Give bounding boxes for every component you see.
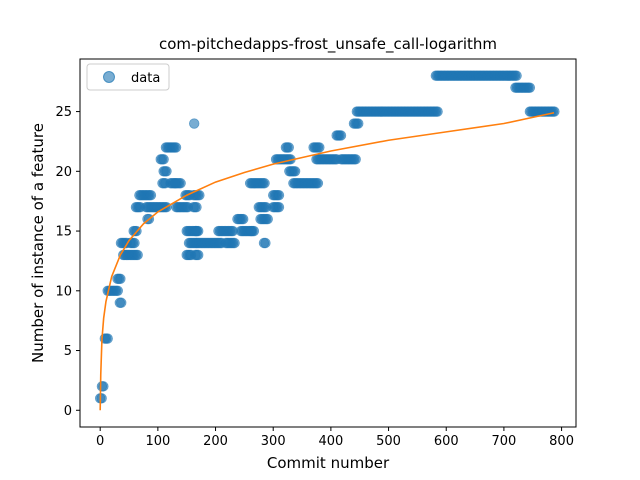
data-point <box>259 178 270 189</box>
x-tick-label: 200 <box>203 434 228 449</box>
legend-label-data: data <box>131 71 160 86</box>
data-point <box>432 106 443 117</box>
data-point <box>191 201 202 213</box>
x-axis-ticks: 0 100 200 300 400 500 600 700 800 <box>96 427 574 449</box>
data-point <box>161 166 172 177</box>
data-point <box>273 190 285 201</box>
data-point <box>194 190 205 201</box>
x-tick-label: 700 <box>491 434 516 449</box>
legend-marker-data <box>103 71 115 83</box>
y-axis-label: Number of instance of a feature <box>29 123 47 363</box>
data-point <box>353 118 364 129</box>
plot-marks <box>94 70 560 411</box>
data-point <box>273 201 285 213</box>
data-point <box>158 154 169 165</box>
data-point <box>335 130 347 141</box>
data-point <box>524 82 536 93</box>
y-axis-ticks: 0 5 10 15 20 25 <box>55 105 80 419</box>
y-tick-label: 10 <box>55 284 72 299</box>
data-point <box>132 249 143 261</box>
data-point <box>350 154 361 165</box>
data-point <box>312 178 324 189</box>
legend: data <box>86 63 170 91</box>
data-point <box>193 249 204 261</box>
x-tick-label: 600 <box>434 434 459 449</box>
data-point <box>229 237 240 249</box>
x-tick-label: 400 <box>318 434 343 449</box>
x-tick-label: 300 <box>261 434 286 449</box>
data-point <box>115 273 126 285</box>
data-point <box>314 142 325 153</box>
legend-box <box>86 63 170 91</box>
data-point <box>112 285 123 296</box>
data-point <box>511 70 522 81</box>
y-tick-label: 0 <box>64 404 72 419</box>
y-tick-label: 5 <box>64 344 72 359</box>
data-point <box>193 225 204 237</box>
data-point <box>246 225 257 237</box>
y-tick-label: 15 <box>55 225 72 240</box>
y-tick-label: 20 <box>55 165 72 180</box>
axes-spines <box>79 58 577 428</box>
data-point <box>170 142 182 153</box>
data-point <box>169 178 181 189</box>
data-point <box>129 237 140 249</box>
data-point <box>102 333 113 344</box>
fit-line <box>99 111 555 411</box>
x-tick-label: 500 <box>376 434 401 449</box>
y-tick-label: 25 <box>55 105 72 120</box>
x-tick-label: 0 <box>96 434 104 449</box>
x-axis-label: Commit number <box>267 454 390 472</box>
data-point <box>289 166 301 177</box>
x-tick-label: 800 <box>549 434 574 449</box>
axes-frame <box>79 58 577 428</box>
data-point <box>188 118 200 129</box>
data-point <box>260 237 271 249</box>
data-point <box>116 297 127 308</box>
data-point <box>262 213 273 225</box>
chart-title: com-pitchedapps-frost_unsafe_call-logari… <box>159 35 497 54</box>
x-tick-label: 100 <box>145 434 170 449</box>
data-point <box>145 190 157 201</box>
data-point <box>238 213 249 225</box>
data-point <box>283 142 294 153</box>
data-point <box>549 106 560 117</box>
data-point <box>96 393 107 404</box>
